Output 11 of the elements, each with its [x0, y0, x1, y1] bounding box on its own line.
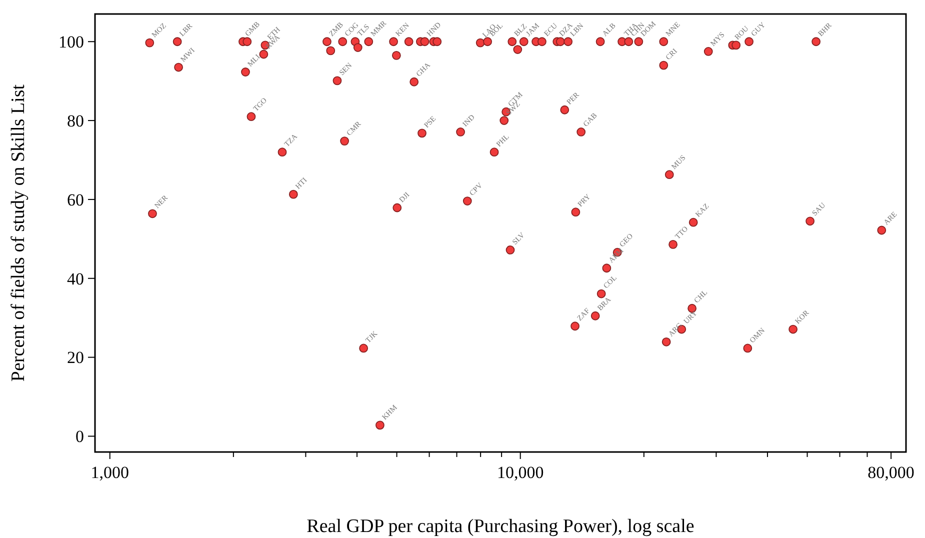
- x-tick-label: 80,000: [868, 463, 914, 482]
- y-tick-label: 80: [67, 111, 84, 130]
- y-tick-label: 100: [58, 32, 84, 52]
- x-tick-label: 1,000: [90, 463, 129, 482]
- y-tick-label: 40: [67, 269, 84, 288]
- y-tick-label: 60: [67, 190, 84, 210]
- y-axis-title: Percent of fields of study on Skills List: [8, 84, 29, 382]
- y-tick-label: 20: [67, 348, 84, 368]
- x-tick-label: 10,000: [496, 463, 544, 482]
- y-tick-label: 0: [76, 427, 84, 446]
- x-axis-title: Real GDP per capita (Purchasing Power), log scale: [306, 516, 694, 537]
